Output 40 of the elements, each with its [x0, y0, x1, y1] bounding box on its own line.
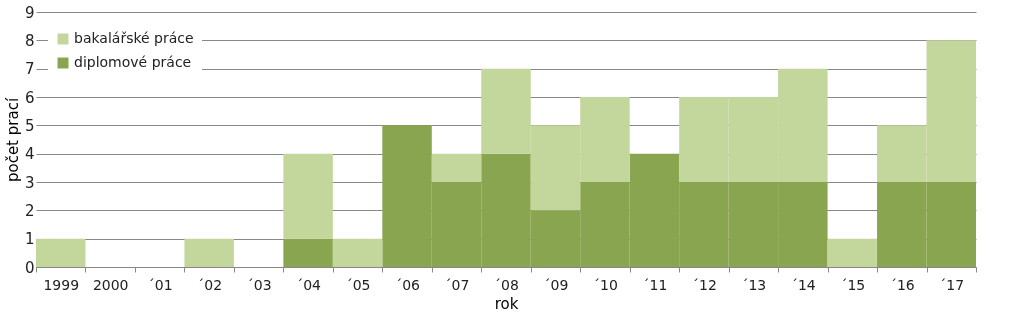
x-tick-label: ´05 — [345, 276, 371, 293]
bar — [283, 238, 333, 267]
bar — [36, 238, 86, 267]
bar — [184, 238, 234, 267]
y-axis-title: počet prací — [3, 97, 22, 183]
x-tick-label: ´12 — [691, 276, 717, 293]
x-tick-label: ´16 — [889, 276, 915, 293]
x-tick-label: ´09 — [543, 276, 569, 293]
y-tick-label: 4 — [24, 145, 35, 164]
legend-label: diplomové práce — [74, 54, 192, 70]
legend-label: bakalářské práce — [74, 30, 194, 46]
y-tick-label: 5 — [24, 116, 35, 135]
x-tick-label: ´04 — [296, 276, 322, 293]
x-tick-label: ´10 — [593, 276, 618, 293]
x-tick-label: ´08 — [494, 276, 519, 293]
x-tick-label: ´07 — [444, 276, 470, 293]
x-tick-label: ´17 — [939, 276, 965, 293]
bar — [827, 238, 878, 267]
y-tick-label: 1 — [24, 230, 35, 249]
y-tick-label: 0 — [24, 258, 35, 277]
bar — [431, 153, 482, 182]
x-tick-label: ´02 — [197, 276, 223, 293]
x-tick-label: ´14 — [790, 276, 816, 293]
y-tick-label: 9 — [24, 3, 35, 22]
bar — [332, 238, 383, 267]
y-tick-label: 6 — [24, 88, 35, 107]
x-tick-label: ´11 — [642, 276, 668, 293]
y-tick-label: 8 — [24, 31, 35, 50]
x-tick-label: ´03 — [246, 276, 272, 293]
y-tick-label: 2 — [24, 201, 35, 220]
x-tick-label: ´06 — [395, 276, 421, 293]
y-tick-label: 3 — [24, 173, 35, 192]
y-tick-label: 7 — [24, 60, 35, 79]
x-tick-label: ´13 — [741, 276, 767, 293]
bar — [283, 153, 333, 239]
x-tick-label: ´15 — [840, 276, 866, 293]
x-tick-label: 1999 — [43, 276, 80, 293]
x-tick-label: ´01 — [147, 276, 173, 293]
x-axis-title: rok — [494, 294, 519, 313]
x-tick-label: 2000 — [92, 276, 129, 293]
